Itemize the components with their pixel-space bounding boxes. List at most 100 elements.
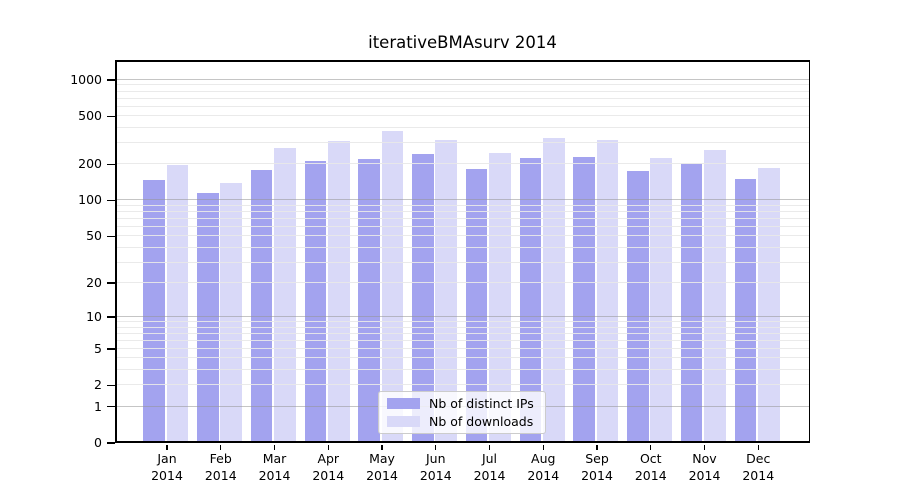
year-label: 2014 xyxy=(634,468,667,483)
legend-swatch-distinct-ips xyxy=(387,398,420,410)
year-label: 2014 xyxy=(312,468,345,483)
bar-distinct-ips-sep xyxy=(573,157,595,443)
gridline-50 xyxy=(115,235,810,237)
legend-item-downloads: Nb of downloads xyxy=(387,414,537,429)
x-tick-mark-feb xyxy=(220,444,222,450)
gridline-8 xyxy=(115,326,810,328)
legend: Nb of distinct IPs Nb of downloads xyxy=(378,391,546,434)
y-tick-label-2: 2 xyxy=(94,377,102,393)
gridline-10 xyxy=(115,316,810,317)
year-label: 2014 xyxy=(581,468,613,483)
x-tick-mark-dec xyxy=(757,444,759,450)
x-tick-label-oct: Oct 2014 xyxy=(611,450,691,484)
y-tick-label-50: 50 xyxy=(86,228,102,244)
month-label: Feb xyxy=(209,451,232,466)
x-tick-mark-jan xyxy=(166,444,168,450)
bar-downloads-dec xyxy=(757,167,780,443)
y-tick-mark-100 xyxy=(107,199,115,202)
bar-downloads-sep xyxy=(596,140,619,443)
bar-downloads-jan xyxy=(166,165,189,443)
x-tick-label-apr: Apr 2014 xyxy=(288,450,368,484)
x-tick-label-jun: Jun 2014 xyxy=(396,450,476,484)
month-label: Sep xyxy=(585,451,609,466)
y-tick-mark-1000 xyxy=(107,79,115,81)
gridline-600 xyxy=(115,105,810,107)
plot-area: Nb of distinct IPs Nb of downloads xyxy=(115,60,810,443)
year-label: 2014 xyxy=(151,468,183,483)
year-label: 2014 xyxy=(204,468,237,483)
gridline-3 xyxy=(115,369,810,371)
month-label: May xyxy=(369,451,395,466)
gridline-7 xyxy=(115,332,810,334)
x-tick-mark-jul xyxy=(488,444,491,450)
legend-label: Nb of distinct IPs xyxy=(429,396,534,412)
gridline-300 xyxy=(115,142,810,144)
x-tick-label-aug: Aug 2014 xyxy=(503,450,583,484)
y-tick-label-1000: 1000 xyxy=(70,71,102,87)
y-tick-mark-2 xyxy=(107,384,115,386)
right-spine xyxy=(808,60,810,443)
legend-swatch-downloads xyxy=(387,415,420,427)
year-label: 2014 xyxy=(742,468,775,483)
year-label: 2014 xyxy=(527,468,560,483)
x-tick-label-feb: Feb 2014 xyxy=(181,450,261,484)
gridline-40 xyxy=(115,246,810,248)
y-tick-label-5: 5 xyxy=(94,340,102,356)
y-tick-label-100: 100 xyxy=(78,192,102,208)
month-label: Nov xyxy=(692,451,717,466)
bar-downloads-apr xyxy=(327,141,350,443)
gridline-30 xyxy=(115,261,810,263)
legend-item-distinct-ips: Nb of distinct IPs xyxy=(387,396,537,411)
gridline-800 xyxy=(115,90,810,92)
month-label: Apr xyxy=(317,451,340,466)
x-tick-mark-nov xyxy=(703,444,706,450)
y-tick-mark-0 xyxy=(107,442,115,444)
year-label: 2014 xyxy=(473,468,506,483)
bar-downloads-oct xyxy=(650,157,673,443)
x-tick-mark-sep xyxy=(596,444,598,450)
y-tick-mark-500 xyxy=(107,115,115,117)
x-tick-mark-jun xyxy=(435,444,437,450)
x-axis-line xyxy=(115,441,810,443)
bar-distinct-ips-mar xyxy=(250,170,273,443)
bar-distinct-ips-apr xyxy=(304,161,327,443)
y-tick-label-20: 20 xyxy=(86,275,102,290)
month-label: Oct xyxy=(639,451,662,466)
y-tick-label-0: 0 xyxy=(94,435,102,450)
month-label: Jun xyxy=(425,451,446,466)
bar-distinct-ips-jul xyxy=(465,169,488,443)
y-tick-label-10: 10 xyxy=(86,308,102,324)
year-label: 2014 xyxy=(366,468,398,483)
gridline-70 xyxy=(115,218,810,219)
x-tick-label-nov: Nov 2014 xyxy=(665,450,745,484)
y-tick-mark-50 xyxy=(107,235,115,238)
y-tick-label-200: 200 xyxy=(78,156,102,172)
gridline-900 xyxy=(115,84,810,86)
year-label: 2014 xyxy=(258,468,291,483)
gridline-400 xyxy=(115,127,810,129)
gridlines-layer xyxy=(115,60,810,443)
month-label: Jul xyxy=(481,451,498,466)
x-tick-label-dec: Dec 2014 xyxy=(718,450,798,484)
month-label: Dec xyxy=(746,451,771,466)
y-tick-mark-200 xyxy=(107,163,115,165)
x-tick-label-jan: Jan 2014 xyxy=(127,450,207,484)
x-tick-mark-apr xyxy=(327,444,329,450)
gridline-80 xyxy=(115,211,810,213)
x-tick-mark-oct xyxy=(650,444,652,450)
y-tick-mark-20 xyxy=(107,282,115,284)
gridline-500 xyxy=(115,115,810,117)
month-label: Aug xyxy=(531,451,556,466)
y-tick-mark-10 xyxy=(107,316,115,318)
month-label: Jan xyxy=(157,451,177,466)
x-tick-mark-may xyxy=(381,444,383,450)
bar-distinct-ips-oct xyxy=(627,171,649,443)
axes-spines xyxy=(115,60,810,443)
bar-downloads-jun xyxy=(435,140,458,443)
bar-distinct-ips-dec xyxy=(734,179,757,443)
gridline-700 xyxy=(115,97,810,99)
x-tick-mark-aug xyxy=(542,444,544,450)
y-tick-label-500: 500 xyxy=(78,108,102,124)
year-label: 2014 xyxy=(688,468,721,483)
